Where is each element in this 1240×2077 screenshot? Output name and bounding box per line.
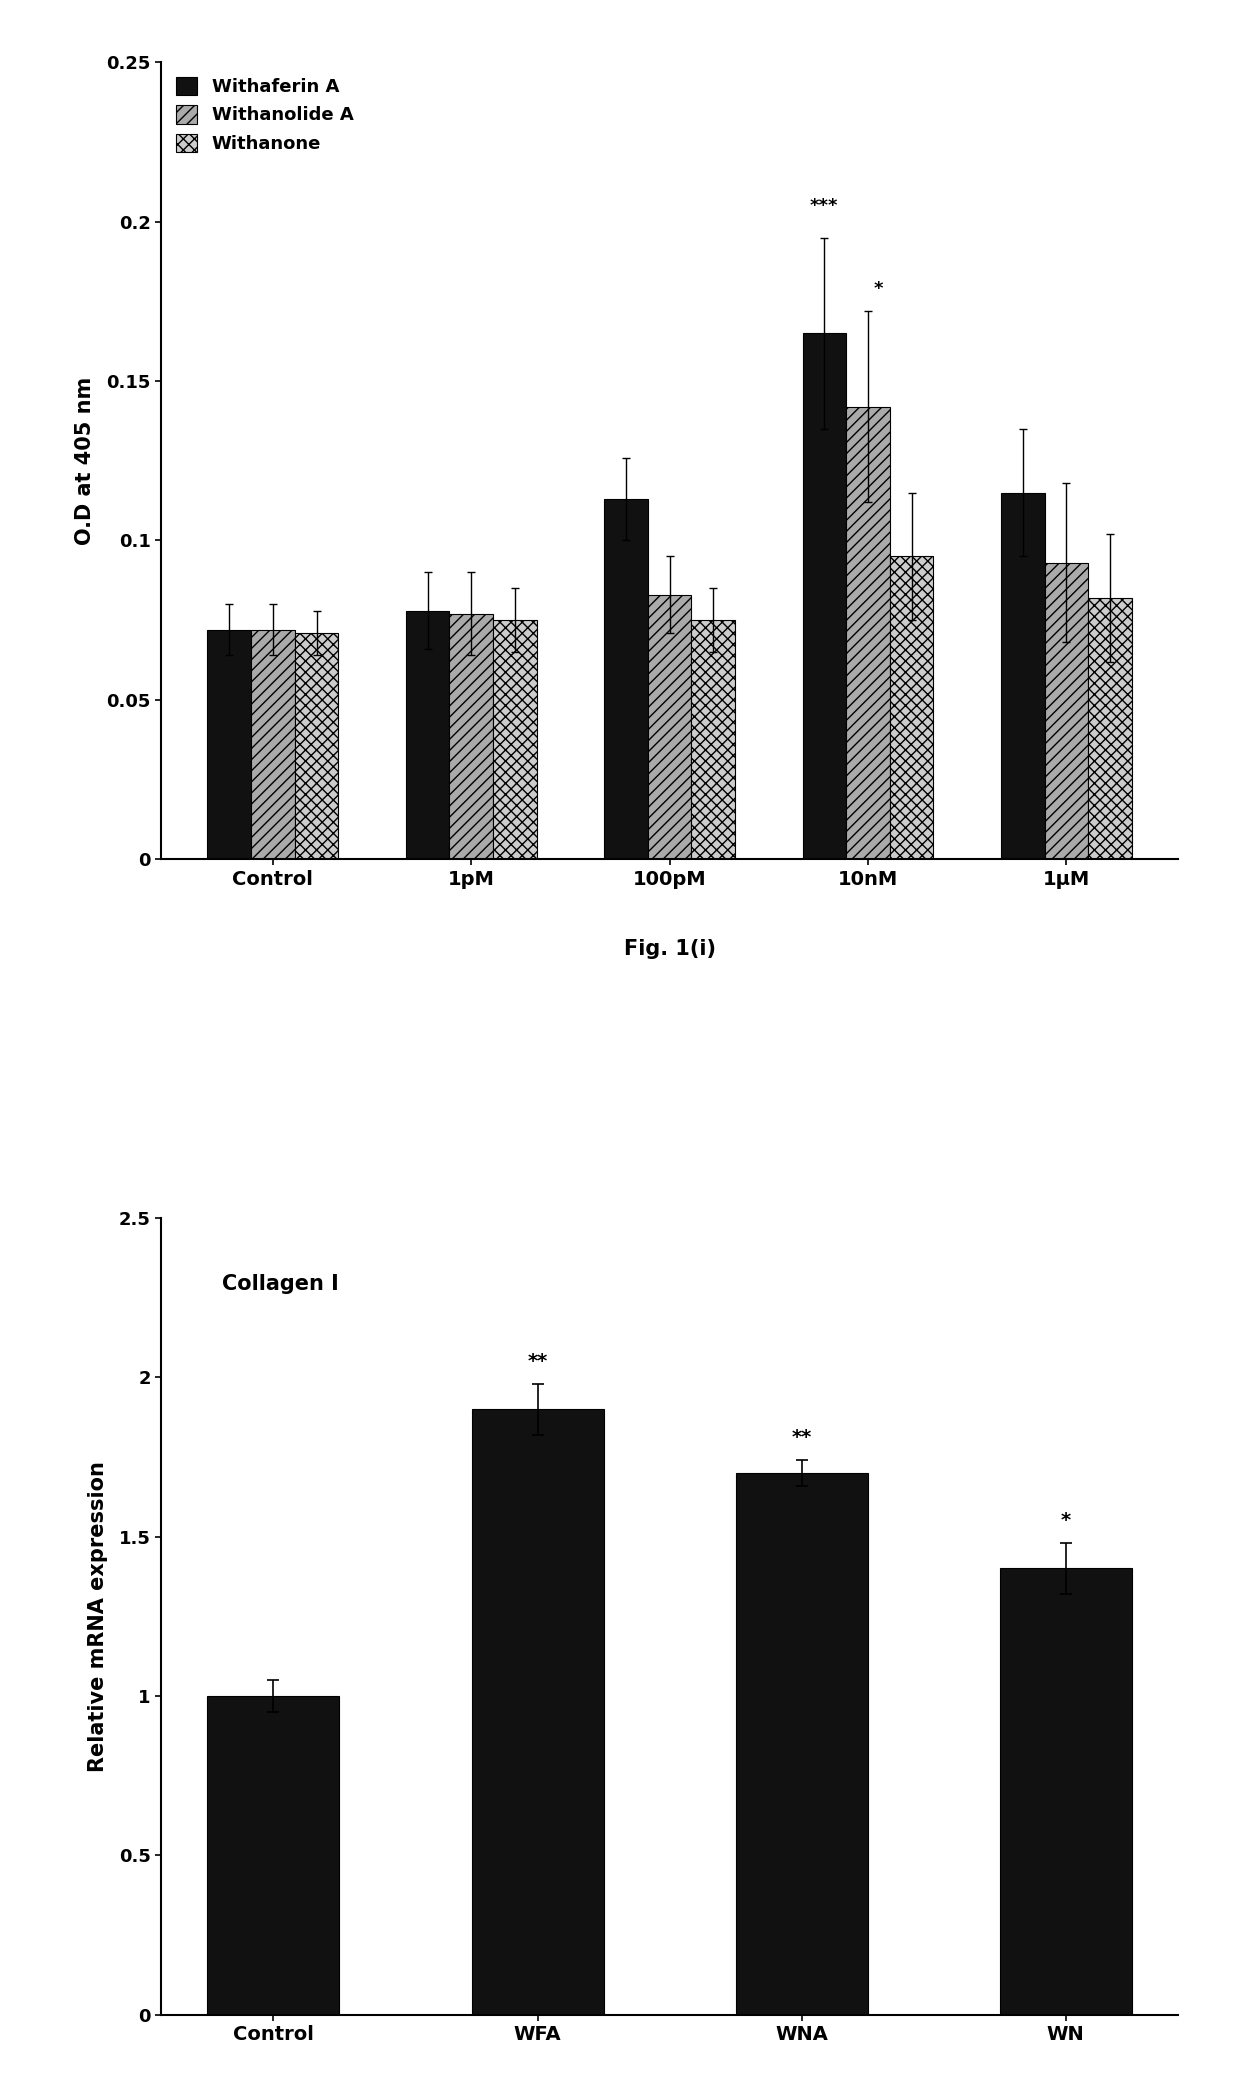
Bar (494, 621, 537, 860)
Text: ***: *** (810, 197, 838, 216)
Bar (207, 629, 250, 860)
Y-axis label: O.D at 405 nm: O.D at 405 nm (76, 376, 95, 544)
Bar (295, 633, 339, 860)
Legend: Withaferin A, Withanolide A, Withanone: Withaferin A, Withanolide A, Withanone (170, 71, 358, 158)
Bar (207, 1697, 340, 2015)
Text: *: * (873, 280, 883, 299)
Bar (647, 594, 692, 860)
Bar (405, 611, 449, 860)
Text: Collagen I: Collagen I (222, 1273, 339, 1294)
Bar (604, 498, 647, 860)
Bar (890, 557, 934, 860)
Bar (1001, 492, 1044, 860)
Bar (999, 1568, 1132, 2015)
Text: **: ** (527, 1352, 548, 1371)
Bar (802, 332, 846, 860)
Text: *: * (1060, 1512, 1071, 1531)
Bar (471, 1408, 604, 2015)
Text: Fig. 1(i): Fig. 1(i) (624, 939, 715, 960)
Y-axis label: Relative mRNA expression: Relative mRNA expression (88, 1460, 108, 1772)
Bar (735, 1473, 868, 2015)
Text: **: ** (791, 1429, 812, 1448)
Bar (846, 407, 890, 860)
Bar (449, 615, 494, 860)
Bar (1044, 563, 1089, 860)
Bar (1089, 598, 1132, 860)
Bar (250, 629, 295, 860)
Bar (692, 621, 735, 860)
